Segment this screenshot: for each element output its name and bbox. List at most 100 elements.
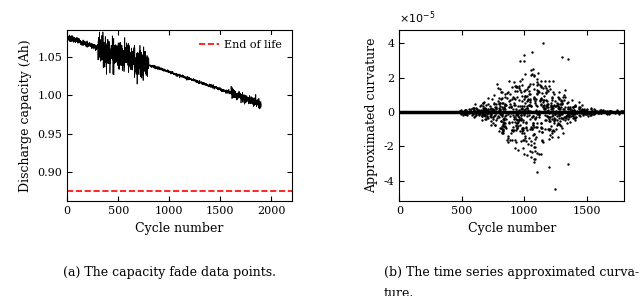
Point bbox=[568, 112, 578, 117]
Y-axis label: Discharge capacity (Ah): Discharge capacity (Ah) bbox=[19, 39, 32, 192]
Point bbox=[518, 118, 528, 123]
Point bbox=[536, 120, 546, 125]
Point bbox=[515, 123, 525, 127]
Point bbox=[497, 101, 507, 106]
Point bbox=[495, 101, 505, 106]
Point bbox=[595, 110, 605, 115]
Point bbox=[510, 114, 520, 119]
Point bbox=[573, 109, 584, 114]
Point bbox=[507, 128, 517, 132]
Point bbox=[577, 106, 587, 111]
Point bbox=[548, 128, 559, 133]
Point bbox=[548, 109, 558, 114]
Point bbox=[486, 110, 496, 114]
Point bbox=[512, 95, 522, 100]
Point bbox=[544, 116, 554, 121]
Point bbox=[497, 127, 507, 131]
Point bbox=[509, 80, 519, 84]
Point bbox=[572, 110, 582, 115]
Point bbox=[594, 110, 604, 115]
Point bbox=[492, 81, 502, 86]
Point bbox=[602, 110, 612, 115]
X-axis label: Cycle number: Cycle number bbox=[135, 222, 223, 235]
Point bbox=[488, 121, 498, 126]
Point bbox=[513, 124, 524, 129]
Point bbox=[602, 111, 612, 116]
Point bbox=[581, 107, 591, 112]
Point bbox=[580, 108, 591, 113]
Point bbox=[514, 116, 524, 121]
Point bbox=[525, 109, 536, 114]
Point bbox=[517, 126, 527, 131]
Point bbox=[454, 109, 465, 114]
Point bbox=[538, 100, 548, 105]
Point bbox=[486, 119, 496, 123]
Point bbox=[503, 134, 513, 139]
Point bbox=[510, 103, 520, 108]
Point bbox=[495, 86, 505, 91]
Point bbox=[553, 95, 563, 100]
Point bbox=[509, 88, 520, 93]
Point bbox=[531, 114, 541, 119]
Point bbox=[552, 114, 563, 119]
Point bbox=[556, 109, 566, 114]
Point bbox=[529, 160, 539, 165]
Point bbox=[522, 153, 532, 157]
Point bbox=[547, 111, 557, 116]
Point bbox=[521, 125, 531, 130]
Point bbox=[509, 117, 519, 122]
Point bbox=[524, 84, 534, 89]
Point bbox=[595, 108, 605, 113]
Point bbox=[478, 108, 488, 112]
Point bbox=[528, 66, 538, 71]
Point bbox=[534, 108, 544, 113]
Point bbox=[534, 112, 544, 117]
Point bbox=[476, 108, 486, 113]
Point bbox=[496, 112, 506, 116]
Point bbox=[604, 111, 614, 115]
Point bbox=[506, 105, 516, 110]
Point bbox=[553, 106, 563, 110]
Point bbox=[517, 130, 527, 135]
Point bbox=[543, 108, 553, 113]
Point bbox=[568, 112, 578, 117]
Point bbox=[456, 109, 466, 114]
Point bbox=[498, 116, 508, 121]
Point bbox=[518, 131, 529, 135]
Point bbox=[460, 109, 470, 114]
Point bbox=[460, 109, 470, 114]
Point bbox=[484, 111, 494, 116]
Point bbox=[510, 84, 520, 89]
Point bbox=[479, 106, 490, 110]
Point bbox=[544, 165, 554, 169]
Point bbox=[519, 97, 529, 102]
Point bbox=[612, 108, 623, 113]
Point bbox=[500, 102, 511, 107]
Point bbox=[520, 94, 530, 99]
Point bbox=[542, 109, 552, 113]
Point bbox=[511, 89, 522, 93]
Point bbox=[554, 111, 564, 116]
Point bbox=[499, 120, 509, 125]
Point bbox=[560, 109, 570, 113]
Point bbox=[552, 122, 563, 127]
Point bbox=[562, 121, 572, 126]
Point bbox=[540, 103, 550, 108]
X-axis label: Cycle number: Cycle number bbox=[468, 222, 556, 235]
Point bbox=[509, 96, 519, 100]
Point bbox=[557, 116, 567, 120]
Point bbox=[568, 105, 578, 110]
Point bbox=[460, 112, 470, 117]
Point bbox=[519, 53, 529, 58]
Point bbox=[541, 118, 551, 123]
Point bbox=[560, 109, 570, 114]
Point bbox=[602, 111, 612, 115]
Point bbox=[493, 101, 504, 106]
Point bbox=[547, 96, 557, 101]
Point bbox=[530, 149, 540, 153]
Point bbox=[477, 114, 487, 119]
Point bbox=[536, 124, 546, 129]
Point bbox=[500, 120, 510, 125]
Point bbox=[532, 79, 542, 84]
Point bbox=[472, 107, 482, 112]
